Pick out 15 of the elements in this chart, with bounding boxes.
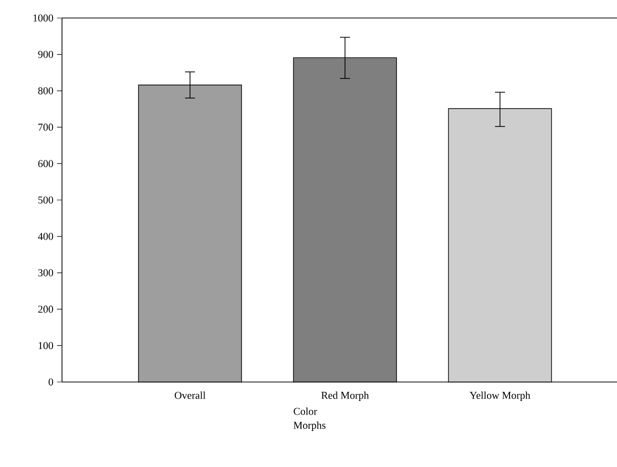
x-tick-label: Red Morph <box>321 392 369 401</box>
y-tick-label: 900 <box>38 50 54 58</box>
y-tick-label: 500 <box>38 196 54 204</box>
y-tick-label: 600 <box>38 160 54 168</box>
y-tick-label: 800 <box>38 87 54 94</box>
y-tick-label: 100 <box>38 342 54 350</box>
y-tick-label: 400 <box>38 232 54 240</box>
y-tick-label: 1000 <box>33 14 54 22</box>
y-tick-label: 200 <box>38 306 54 313</box>
x-tick-label: Overall <box>174 392 206 399</box>
y-tick-label: 300 <box>38 269 54 276</box>
y-tick-label: 0 <box>48 378 54 386</box>
x-axis-title: Color Morphs <box>294 408 326 431</box>
y-tick-label: 700 <box>38 124 54 131</box>
x-tick-label: Yellow Morph <box>470 392 530 401</box>
